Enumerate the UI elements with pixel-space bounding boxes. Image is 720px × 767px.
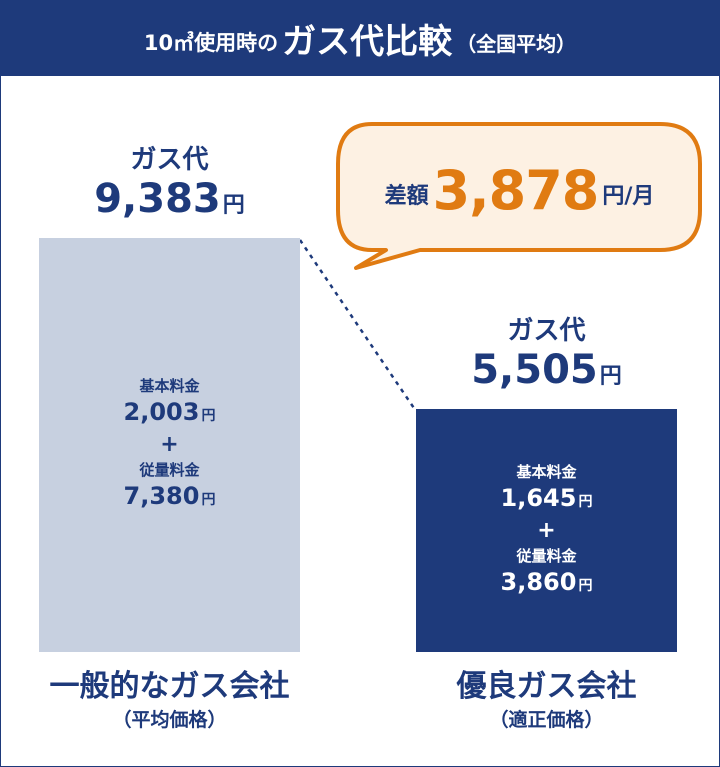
plus-sign: + [537, 517, 556, 543]
difference-label: 差額 [384, 184, 429, 209]
title-main: ガス代比較 [282, 21, 453, 62]
category-label-general: 一般的なガス会社 （平均価格） [9, 668, 330, 734]
usage-fee-label: 従量料金 [139, 461, 200, 479]
category-label-good: 優良ガス会社 （適正価格） [386, 668, 707, 734]
gas-cost-label: ガス代 [507, 316, 586, 347]
usage-fee-number: 3,860 [500, 567, 577, 596]
yen-unit: 円 [599, 364, 622, 390]
total-amount: 5,505円 [416, 347, 677, 400]
yen-unit: 円 [201, 492, 216, 508]
total-amount: 9,383円 [39, 176, 300, 229]
yen-unit: 円 [578, 493, 593, 510]
yen-unit: 円 [222, 193, 245, 218]
bar-general: 基本料金 2,003 円 + 従量料金 7,380 円 [39, 238, 300, 652]
total-value: 9,383 [94, 176, 221, 222]
difference-unit: 円/月 [602, 184, 655, 209]
bar-good: 基本料金 1,645 円 + 従量料金 3,860 円 [416, 409, 677, 652]
difference-value: 3,878 [432, 158, 600, 222]
usage-fee-value: 3,860 円 [501, 567, 593, 601]
title-suffix: （全国平均） [456, 31, 577, 56]
plus-sign: + [160, 432, 179, 457]
bar-total-label-good: ガス代 5,505円 [416, 315, 677, 400]
yen-unit: 円 [201, 408, 216, 424]
chart-title-bar: 10㎥使用時の ガス代比較 （全国平均） [0, 0, 720, 76]
difference-bubble [336, 122, 702, 270]
difference-dotted-line [298, 239, 418, 412]
yen-unit: 円 [578, 577, 593, 594]
company-note: （適正価格） [489, 709, 604, 731]
basic-fee-number: 1,645 [500, 483, 577, 512]
title-prefix: 10㎥使用時の [143, 31, 279, 55]
basic-fee-value: 2,003 円 [124, 397, 216, 431]
usage-fee-number: 7,380 [123, 482, 200, 510]
company-note: （平均価格） [112, 709, 227, 731]
gas-cost-label: ガス代 [130, 145, 209, 175]
company-name: 一般的なガス会社 [49, 669, 290, 704]
company-name: 優良ガス会社 [456, 669, 637, 704]
usage-fee-value: 7,380 円 [124, 481, 216, 515]
basic-fee-value: 1,645 円 [501, 483, 593, 517]
usage-fee-label: 従量料金 [516, 546, 577, 565]
basic-fee-label: 基本料金 [516, 462, 577, 481]
difference-bubble-text: 差額 3,878 円/月 [352, 145, 687, 235]
basic-fee-label: 基本料金 [139, 377, 200, 395]
basic-fee-number: 2,003 [123, 398, 200, 426]
bar-total-label-general: ガス代 9,383円 [39, 144, 300, 229]
total-value: 5,505 [471, 347, 598, 394]
